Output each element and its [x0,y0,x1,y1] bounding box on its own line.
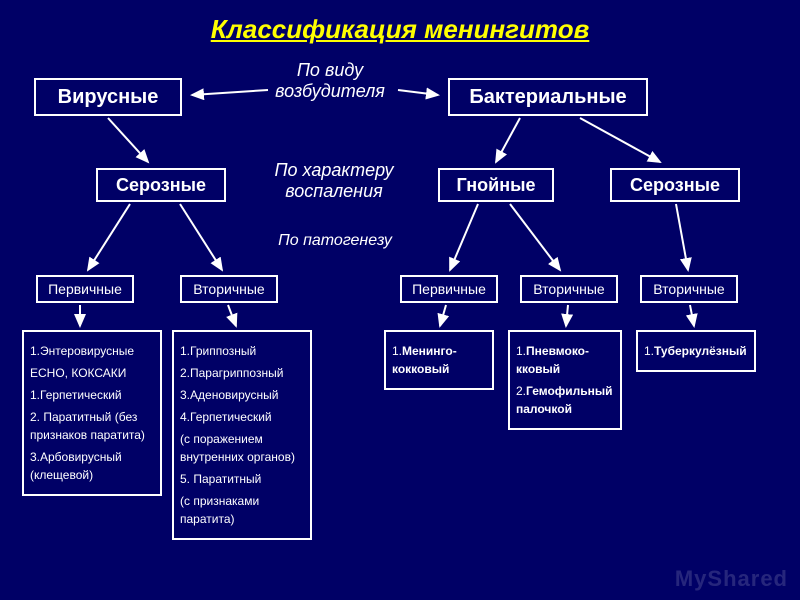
node-viral: Вирусные [34,78,182,116]
node-bacterial: Бактериальные [448,78,648,116]
node-serous-left: Серозные [96,168,226,202]
label-pathogen: По виду возбудителя [260,60,400,102]
watermark: MyShared [675,566,788,592]
label-inflammation: По характеру воспаления [254,160,414,202]
node-purulent: Гнойные [438,168,554,202]
list-bact-secondary: 1.Пневмоко-кковый2.Гемофильный палочкой [508,330,622,430]
label-pathogenesis: По патогенезу [260,232,410,250]
list-viral-secondary: 1.Гриппозный2.Парагриппозный3.Аденовирус… [172,330,312,540]
node-serous-right: Серозные [610,168,740,202]
list-bact-primary: 1.Менинго-кокковый [384,330,494,390]
page-title: Классификация менингитов [0,0,800,45]
node-primary-r: Первичные [400,275,498,303]
node-secondary-rr: Вторичные [640,275,738,303]
list-bact-serous-secondary: 1.Туберкулёзный [636,330,756,372]
node-primary-l: Первичные [36,275,134,303]
list-viral-primary: 1.ЭнтеровирусныеЕСНО, КОКСАКИ1.Герпетиче… [22,330,162,496]
node-secondary-l: Вторичные [180,275,278,303]
node-secondary-r: Вторичные [520,275,618,303]
